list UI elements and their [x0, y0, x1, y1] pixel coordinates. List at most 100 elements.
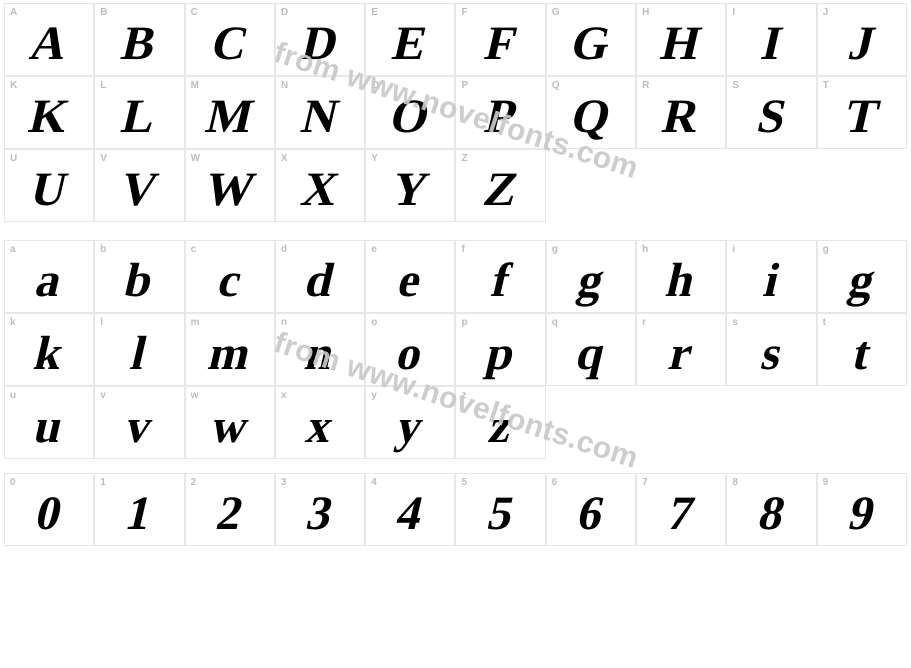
- cell-glyph: a: [32, 257, 67, 305]
- glyph-cell: UU: [4, 149, 94, 222]
- glyph-cell: EE: [365, 3, 455, 76]
- cell-label: S: [732, 80, 739, 91]
- cell-glyph: w: [207, 403, 253, 451]
- glyph-cell: mm: [185, 313, 275, 386]
- cell-label: z: [461, 390, 466, 401]
- glyph-cell: JJ: [817, 3, 907, 76]
- glyph-cell-empty: [817, 386, 907, 459]
- cell-glyph: T: [840, 93, 883, 141]
- glyph-cell-empty: [546, 386, 636, 459]
- glyph-cell: NN: [275, 76, 365, 149]
- cell-glyph: 4: [393, 490, 428, 538]
- cell-label: K: [10, 80, 17, 91]
- glyph-cell: SS: [726, 76, 816, 149]
- glyph-cell: QQ: [546, 76, 636, 149]
- cell-glyph: d: [301, 257, 339, 305]
- cell-glyph: i: [759, 257, 783, 305]
- cell-label: g: [552, 244, 558, 255]
- cell-glyph: n: [301, 330, 339, 378]
- glyph-cell: 55: [455, 473, 545, 546]
- glyph-cell: ee: [365, 240, 455, 313]
- glyph-cell: kk: [4, 313, 94, 386]
- cell-label: Z: [461, 153, 467, 164]
- glyph-cell: uu: [4, 386, 94, 459]
- glyph-cell: 66: [546, 473, 636, 546]
- glyph-cell: ZZ: [455, 149, 545, 222]
- cell-label: o: [371, 317, 377, 328]
- cell-label: R: [642, 80, 649, 91]
- cell-glyph: z: [484, 403, 516, 451]
- glyph-cell: OO: [365, 76, 455, 149]
- cell-glyph: 1: [122, 490, 157, 538]
- glyph-row: 00112233445566778899: [4, 473, 907, 546]
- cell-label: Y: [371, 153, 378, 164]
- glyph-cell: WW: [185, 149, 275, 222]
- cell-label: 9: [823, 477, 829, 488]
- glyph-row: UUVVWWXXYYZZ: [4, 149, 907, 222]
- glyph-cell: KK: [4, 76, 94, 149]
- cell-label: 2: [191, 477, 197, 488]
- glyph-cell: TT: [817, 76, 907, 149]
- cell-glyph: k: [30, 330, 68, 378]
- cell-glyph: 6: [573, 490, 608, 538]
- cell-label: W: [191, 153, 201, 164]
- glyph-cell: bb: [94, 240, 184, 313]
- glyph-cell: hh: [636, 240, 726, 313]
- cell-glyph: L: [118, 93, 161, 141]
- cell-label: v: [100, 390, 106, 401]
- cell-label: m: [191, 317, 200, 328]
- glyph-cell-empty: [817, 149, 907, 222]
- cell-glyph: Q: [567, 93, 615, 141]
- cell-label: 6: [552, 477, 558, 488]
- glyph-cell: vv: [94, 386, 184, 459]
- cell-glyph: I: [757, 20, 787, 68]
- cell-glyph: J: [844, 20, 879, 68]
- cell-label: P: [461, 80, 468, 91]
- cell-glyph: l: [127, 330, 151, 378]
- glyph-cell: rr: [636, 313, 726, 386]
- cell-label: i: [732, 244, 735, 255]
- cell-label: E: [371, 7, 378, 18]
- glyph-cell-empty: [726, 149, 816, 222]
- cell-label: x: [281, 390, 287, 401]
- cell-label: y: [371, 390, 377, 401]
- glyph-row: AABBCCDDEEFFGGHHIIJJ: [4, 3, 907, 76]
- cell-label: H: [642, 7, 649, 18]
- cell-label: w: [191, 390, 199, 401]
- cell-glyph: Z: [479, 166, 522, 214]
- cell-glyph: 3: [302, 490, 337, 538]
- cell-glyph: X: [297, 166, 343, 214]
- cell-glyph: 7: [664, 490, 699, 538]
- cell-glyph: U: [26, 166, 72, 214]
- glyph-cell-empty: [546, 149, 636, 222]
- glyph-cell: DD: [275, 3, 365, 76]
- cell-glyph: 8: [754, 490, 789, 538]
- glyph-cell-empty: [636, 149, 726, 222]
- glyph-cell: dd: [275, 240, 365, 313]
- cell-glyph: o: [393, 330, 428, 378]
- cell-label: C: [191, 7, 198, 18]
- cell-glyph: W: [200, 166, 259, 214]
- section-gap: [4, 459, 907, 473]
- glyph-cell: 99: [817, 473, 907, 546]
- cell-label: u: [10, 390, 16, 401]
- glyph-cell: tt: [817, 313, 907, 386]
- cell-label: Q: [552, 80, 560, 91]
- cell-glyph: E: [389, 20, 432, 68]
- glyph-cell: PP: [455, 76, 545, 149]
- cell-glyph: R: [658, 93, 704, 141]
- cell-glyph: c: [214, 257, 246, 305]
- cell-label: F: [461, 7, 467, 18]
- glyph-cell: YY: [365, 149, 455, 222]
- section-gap: [4, 222, 907, 240]
- cell-label: A: [10, 7, 17, 18]
- cell-glyph: 2: [212, 490, 247, 538]
- glyph-cell: aa: [4, 240, 94, 313]
- cell-glyph: u: [30, 403, 68, 451]
- cell-glyph: g: [844, 257, 879, 305]
- glyph-cell: AA: [4, 3, 94, 76]
- cell-glyph: S: [753, 93, 791, 141]
- cell-label: q: [552, 317, 558, 328]
- cell-label: N: [281, 80, 288, 91]
- glyph-cell: gg: [817, 240, 907, 313]
